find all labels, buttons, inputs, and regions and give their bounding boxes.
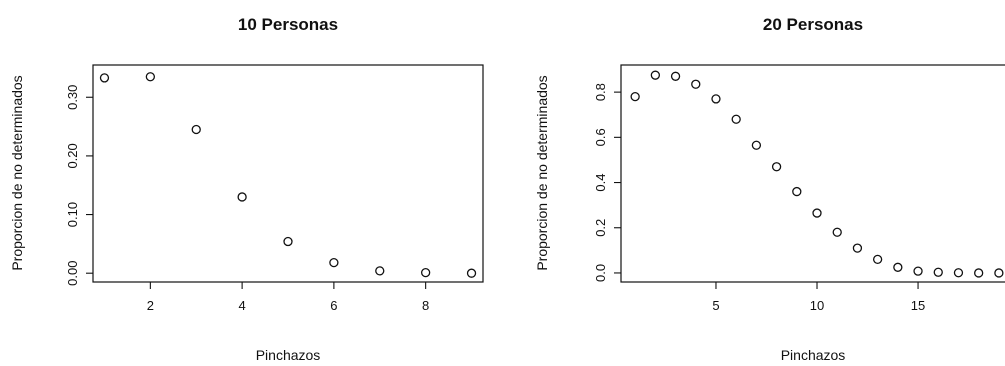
chart-title: 10 Personas bbox=[238, 15, 338, 34]
y-tick-label: 0.8 bbox=[593, 83, 608, 101]
y-tick-label: 0.2 bbox=[593, 219, 608, 237]
x-axis-label: Pinchazos bbox=[256, 347, 321, 363]
plot-frame bbox=[620, 64, 1005, 283]
data-point bbox=[933, 267, 943, 277]
data-point bbox=[832, 227, 842, 237]
data-point bbox=[953, 268, 964, 278]
data-point bbox=[792, 186, 802, 197]
data-point bbox=[329, 257, 339, 268]
y-tick-label: 0.4 bbox=[593, 174, 608, 192]
data-point bbox=[691, 79, 701, 89]
x-tick-label: 6 bbox=[330, 298, 337, 313]
data-point bbox=[872, 254, 883, 265]
data-point bbox=[731, 114, 741, 124]
chart-20-personas: 20 Personas 5 10 15 0.0 0.2 0.4 0.6 0.8 Pinchaz… bbox=[534, 15, 1005, 363]
data-point bbox=[630, 91, 640, 102]
data-point bbox=[994, 268, 1004, 278]
tick-group: 5 10 15 0.0 0.2 0.4 0.6 0.8 bbox=[593, 83, 925, 313]
data-point bbox=[751, 140, 762, 150]
x-tick-label: 10 bbox=[810, 298, 824, 313]
data-point bbox=[237, 192, 247, 202]
data-point bbox=[913, 266, 923, 276]
data-point bbox=[420, 267, 431, 278]
x-tick-label: 8 bbox=[422, 298, 429, 313]
x-tick-label: 2 bbox=[147, 298, 154, 313]
chart-10-personas: 10 Personas 2 4 6 8 0.00 0.10 0.20 0.30 Pinchaz… bbox=[9, 15, 484, 363]
data-point bbox=[670, 71, 681, 81]
chart-title: 20 Personas bbox=[763, 15, 863, 34]
data-point bbox=[852, 243, 863, 253]
plot-frame bbox=[92, 64, 484, 283]
data-point bbox=[893, 262, 903, 272]
y-tick-label: 0.20 bbox=[65, 143, 80, 168]
y-tick-label: 0.30 bbox=[65, 85, 80, 110]
data-point bbox=[466, 268, 477, 278]
x-tick-label: 4 bbox=[239, 298, 246, 313]
data-point bbox=[812, 208, 822, 218]
data-point bbox=[771, 162, 782, 172]
y-tick-label: 0.0 bbox=[593, 264, 608, 282]
data-point bbox=[145, 72, 156, 82]
data-point bbox=[191, 124, 201, 135]
data-points bbox=[99, 72, 477, 278]
y-axis-label: Proporcion de no determinados bbox=[534, 75, 550, 270]
data-point bbox=[375, 266, 385, 276]
y-tick-label: 0.10 bbox=[65, 202, 80, 227]
tick-group: 2 4 6 8 0.00 0.10 0.20 0.30 bbox=[65, 85, 429, 313]
data-points bbox=[630, 70, 1004, 278]
x-tick-label: 5 bbox=[712, 298, 719, 313]
data-point bbox=[650, 70, 661, 80]
data-point bbox=[283, 236, 293, 247]
data-point bbox=[99, 73, 110, 83]
x-tick-label: 15 bbox=[911, 298, 925, 313]
data-point bbox=[711, 94, 721, 104]
y-tick-label: 0.6 bbox=[593, 128, 608, 146]
y-axis-label: Proporcion de no determinados bbox=[9, 75, 25, 270]
data-point bbox=[974, 268, 984, 278]
y-tick-label: 0.00 bbox=[65, 261, 80, 286]
x-axis-label: Pinchazos bbox=[781, 347, 846, 363]
